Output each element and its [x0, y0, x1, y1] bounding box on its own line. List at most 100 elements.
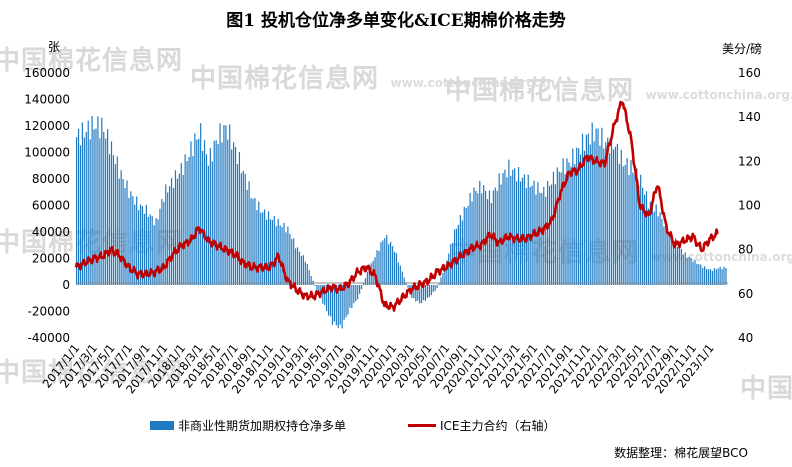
- net-long-bar: [643, 194, 646, 285]
- net-long-bar: [335, 285, 337, 326]
- net-long-bar: [105, 138, 107, 285]
- net-long-bar: [141, 206, 144, 285]
- net-long-bar: [653, 211, 655, 285]
- net-long-bar: [200, 123, 202, 286]
- net-long-bar: [110, 141, 113, 285]
- net-long-bar: [709, 269, 712, 285]
- net-long-bar: [628, 175, 630, 285]
- net-long-bar: [566, 158, 568, 285]
- bar-series: [76, 115, 727, 329]
- net-long-bar: [461, 220, 463, 285]
- net-long-bar: [155, 218, 157, 285]
- net-long-bar: [186, 161, 188, 285]
- net-long-bar: [149, 214, 151, 285]
- net-long-bar: [277, 218, 279, 285]
- net-long-bar: [541, 193, 543, 285]
- right-axis-tick-label: 140: [738, 110, 761, 124]
- net-long-bar: [618, 163, 620, 285]
- net-long-bar: [558, 171, 560, 285]
- net-long-bar: [223, 125, 225, 285]
- net-long-bar: [360, 285, 363, 290]
- net-long-bar: [279, 225, 281, 285]
- net-long-bar: [233, 142, 235, 285]
- net-long-bar: [459, 215, 461, 285]
- net-long-bar: [455, 228, 458, 285]
- net-long-bar: [327, 285, 330, 316]
- net-long-bar: [578, 148, 580, 285]
- net-long-bar: [719, 266, 721, 285]
- net-long-bar: [264, 209, 266, 285]
- chart-title: 图1 投机仓位净多单变化&ICE期棉价格走势: [226, 11, 566, 31]
- net-long-bar: [465, 208, 467, 285]
- net-long-bar: [190, 141, 192, 285]
- net-long-bar: [221, 142, 223, 285]
- net-long-bar: [583, 150, 586, 285]
- net-long-bar: [359, 285, 361, 294]
- net-long-bar: [609, 153, 611, 285]
- net-long-bar: [624, 165, 626, 285]
- left-axis-unit: 张: [48, 40, 61, 54]
- net-long-bar: [696, 263, 698, 285]
- net-long-bar: [339, 285, 341, 325]
- net-long-bar: [178, 173, 180, 285]
- net-long-bar: [560, 172, 562, 285]
- right-axis-tick-label: 40: [738, 331, 753, 345]
- net-long-bar: [667, 234, 669, 285]
- net-long-bar: [707, 269, 710, 285]
- left-axis-tick-label: -40000: [27, 331, 70, 345]
- net-long-bar: [680, 248, 682, 285]
- net-long-bar: [211, 161, 213, 285]
- net-long-bar: [260, 212, 262, 285]
- net-long-bar: [397, 262, 399, 285]
- net-long-bar: [318, 285, 320, 295]
- net-long-bar: [463, 206, 465, 285]
- net-long-bar: [399, 265, 401, 285]
- net-long-bar: [547, 181, 549, 285]
- net-long-bar: [250, 198, 252, 285]
- net-long-bar: [640, 174, 642, 285]
- net-long-bar: [378, 251, 380, 285]
- right-axis-tick-label: 80: [738, 243, 753, 257]
- net-long-bar: [91, 115, 93, 286]
- net-long-bar: [564, 173, 566, 285]
- legend-bar-swatch: [150, 421, 174, 430]
- net-long-bar: [167, 192, 169, 285]
- net-long-bar: [269, 219, 272, 285]
- net-long-bar: [153, 225, 155, 285]
- net-long-bar: [384, 238, 386, 285]
- net-long-bar: [554, 184, 556, 285]
- net-long-bar: [147, 216, 149, 285]
- net-long-bar: [326, 285, 328, 311]
- net-long-bar: [483, 185, 485, 285]
- net-long-bar: [213, 140, 215, 285]
- net-long-bar: [316, 285, 318, 291]
- net-long-bar: [599, 145, 601, 285]
- net-long-bar: [574, 164, 576, 285]
- net-long-bar: [386, 234, 388, 285]
- left-axis-tick-label: 140000: [24, 93, 70, 107]
- left-axis-tick-label: 120000: [24, 119, 70, 133]
- net-long-bar: [519, 181, 522, 285]
- net-long-bar: [603, 148, 605, 285]
- net-long-bar: [196, 139, 198, 285]
- net-long-bar: [673, 241, 675, 285]
- net-long-bar: [225, 125, 227, 285]
- net-long-bar: [638, 185, 640, 285]
- net-long-bar: [649, 201, 651, 285]
- net-long-bar: [99, 138, 101, 285]
- net-long-bar: [395, 253, 398, 285]
- left-axis-tick-label: 20000: [32, 252, 70, 266]
- net-long-bar: [556, 167, 558, 285]
- net-long-bar: [535, 194, 537, 285]
- net-long-bar: [93, 129, 95, 285]
- net-long-bar: [380, 242, 382, 285]
- net-long-bar: [324, 285, 326, 306]
- net-long-bar: [403, 277, 405, 285]
- net-long-bar: [512, 169, 514, 285]
- net-long-bar: [422, 285, 425, 301]
- net-long-bar: [419, 285, 421, 304]
- net-long-bar: [262, 212, 264, 285]
- net-long-bar: [118, 178, 120, 285]
- net-long-bar: [172, 187, 175, 285]
